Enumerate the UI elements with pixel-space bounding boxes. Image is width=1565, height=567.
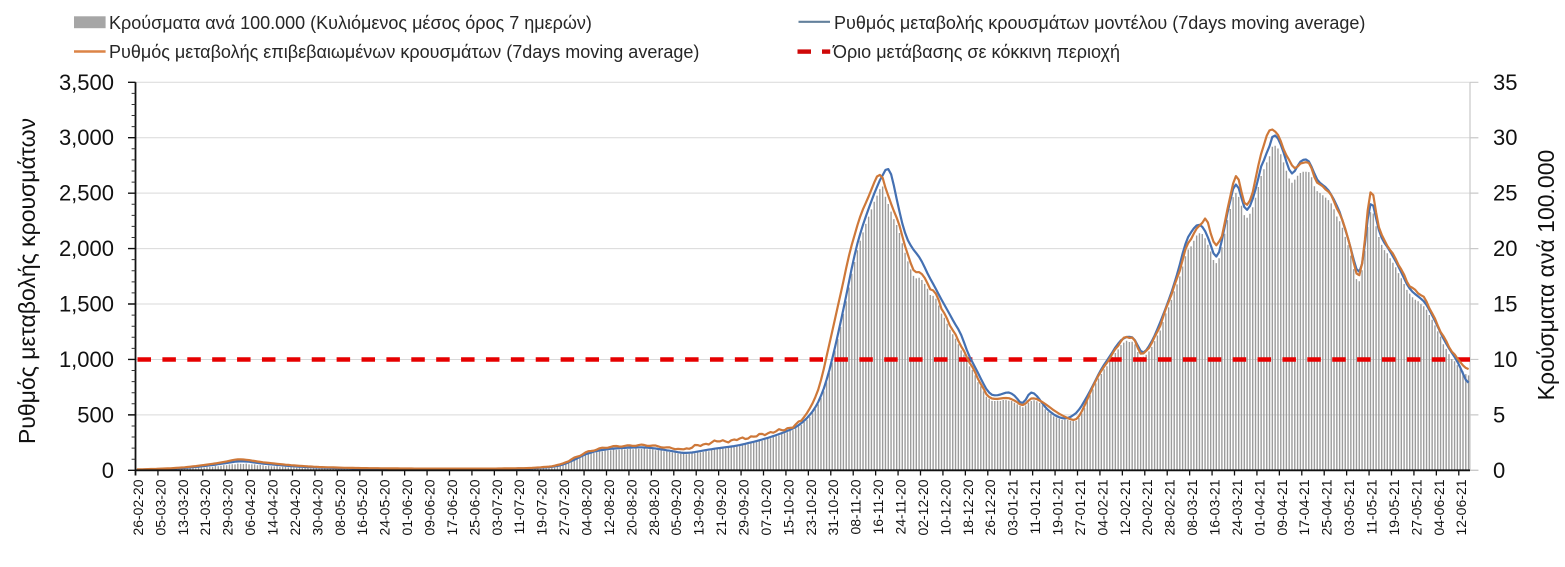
svg-text:17-06-20: 17-06-20 <box>444 479 460 535</box>
svg-text:11-01-21: 11-01-21 <box>1027 479 1043 534</box>
svg-text:3,000: 3,000 <box>59 125 114 150</box>
svg-text:25-04-21: 25-04-21 <box>1319 479 1335 535</box>
svg-text:21-03-20: 21-03-20 <box>197 479 213 535</box>
svg-text:27-07-20: 27-07-20 <box>556 479 572 535</box>
svg-text:27-01-21: 27-01-21 <box>1072 479 1088 535</box>
svg-text:Ρυθμός μεταβολής επιβεβαιωμένω: Ρυθμός μεταβολής επιβεβαιωμένων κρουσμάτ… <box>109 42 699 62</box>
svg-text:25-06-20: 25-06-20 <box>466 479 482 535</box>
svg-text:09-04-21: 09-04-21 <box>1274 479 1290 535</box>
svg-text:1,000: 1,000 <box>59 347 114 372</box>
svg-text:20: 20 <box>1493 236 1517 261</box>
svg-text:17-04-21: 17-04-21 <box>1296 479 1312 535</box>
svg-text:28-02-21: 28-02-21 <box>1162 479 1178 535</box>
svg-text:23-10-20: 23-10-20 <box>803 479 819 535</box>
svg-text:15: 15 <box>1493 292 1517 317</box>
svg-text:Ρυθμός μεταβολής κρουσμάτων: Ρυθμός μεταβολής κρουσμάτων <box>14 118 40 444</box>
svg-text:11-05-21: 11-05-21 <box>1364 479 1380 534</box>
svg-text:29-09-20: 29-09-20 <box>736 479 752 535</box>
svg-text:24-05-20: 24-05-20 <box>377 479 393 535</box>
svg-text:28-08-20: 28-08-20 <box>646 479 662 535</box>
svg-text:5: 5 <box>1493 402 1505 427</box>
svg-text:Ρυθμός μεταβολής κρουσμάτων μο: Ρυθμός μεταβολής κρουσμάτων μοντέλου (7d… <box>834 13 1365 33</box>
svg-text:08-11-20: 08-11-20 <box>848 479 864 534</box>
svg-text:26-02-20: 26-02-20 <box>130 479 146 535</box>
svg-text:Κρούσματα ανά 100.000: Κρούσματα ανά 100.000 <box>1533 150 1559 401</box>
svg-text:03-01-21: 03-01-21 <box>1005 479 1021 535</box>
svg-text:3,500: 3,500 <box>59 70 114 95</box>
svg-text:19-07-20: 19-07-20 <box>534 479 550 535</box>
svg-text:04-08-20: 04-08-20 <box>579 479 595 535</box>
svg-text:05-09-20: 05-09-20 <box>668 479 684 535</box>
svg-text:10-12-20: 10-12-20 <box>937 479 953 535</box>
svg-text:05-03-20: 05-03-20 <box>152 479 168 535</box>
svg-text:Όριο μετάβασης σε κόκκινη περι: Όριο μετάβασης σε κόκκινη περιοχή <box>832 42 1120 62</box>
svg-text:14-04-20: 14-04-20 <box>265 479 281 535</box>
svg-text:35: 35 <box>1493 70 1517 95</box>
svg-text:18-12-20: 18-12-20 <box>960 479 976 535</box>
svg-text:16-11-20: 16-11-20 <box>870 479 886 534</box>
svg-text:21-09-20: 21-09-20 <box>713 479 729 535</box>
svg-text:16-05-20: 16-05-20 <box>354 479 370 535</box>
svg-text:12-06-21: 12-06-21 <box>1453 479 1469 535</box>
svg-text:13-09-20: 13-09-20 <box>691 479 707 535</box>
svg-text:2,000: 2,000 <box>59 236 114 261</box>
svg-text:04-02-21: 04-02-21 <box>1094 479 1110 535</box>
svg-text:29-03-20: 29-03-20 <box>220 479 236 535</box>
svg-text:13-03-20: 13-03-20 <box>175 479 191 535</box>
svg-text:03-07-20: 03-07-20 <box>489 479 505 535</box>
svg-text:500: 500 <box>77 402 114 427</box>
svg-text:30: 30 <box>1493 125 1517 150</box>
svg-text:03-05-21: 03-05-21 <box>1341 479 1357 535</box>
svg-text:19-01-21: 19-01-21 <box>1050 479 1066 535</box>
svg-text:27-05-21: 27-05-21 <box>1408 479 1424 535</box>
svg-text:04-06-21: 04-06-21 <box>1431 479 1447 535</box>
svg-text:20-08-20: 20-08-20 <box>623 479 639 535</box>
svg-text:01-04-21: 01-04-21 <box>1251 479 1267 535</box>
svg-text:31-10-20: 31-10-20 <box>825 479 841 535</box>
svg-text:20-02-21: 20-02-21 <box>1139 479 1155 535</box>
svg-text:19-05-21: 19-05-21 <box>1386 479 1402 535</box>
svg-text:07-10-20: 07-10-20 <box>758 479 774 535</box>
svg-text:22-04-20: 22-04-20 <box>287 479 303 535</box>
svg-text:24-03-21: 24-03-21 <box>1229 479 1245 535</box>
svg-text:24-11-20: 24-11-20 <box>893 479 909 534</box>
svg-text:2,500: 2,500 <box>59 181 114 206</box>
svg-text:06-04-20: 06-04-20 <box>242 479 258 535</box>
svg-text:16-03-21: 16-03-21 <box>1207 479 1223 535</box>
svg-text:1,500: 1,500 <box>59 292 114 317</box>
svg-text:26-12-20: 26-12-20 <box>982 479 998 535</box>
svg-text:Κρούσματα ανά 100.000 (Κυλιόμε: Κρούσματα ανά 100.000 (Κυλιόμενος μέσος … <box>109 13 592 33</box>
svg-text:12-08-20: 12-08-20 <box>601 479 617 535</box>
svg-text:08-03-21: 08-03-21 <box>1184 479 1200 535</box>
svg-text:08-05-20: 08-05-20 <box>332 479 348 535</box>
svg-text:09-06-20: 09-06-20 <box>422 479 438 535</box>
svg-text:30-04-20: 30-04-20 <box>309 479 325 535</box>
svg-text:12-02-21: 12-02-21 <box>1117 479 1133 535</box>
svg-text:15-10-20: 15-10-20 <box>780 479 796 535</box>
svg-text:0: 0 <box>1493 458 1505 483</box>
svg-text:0: 0 <box>102 458 114 483</box>
svg-text:25: 25 <box>1493 181 1517 206</box>
svg-text:11-07-20: 11-07-20 <box>511 479 527 534</box>
svg-text:10: 10 <box>1493 347 1517 372</box>
svg-text:01-06-20: 01-06-20 <box>399 479 415 535</box>
svg-text:02-12-20: 02-12-20 <box>915 479 931 535</box>
